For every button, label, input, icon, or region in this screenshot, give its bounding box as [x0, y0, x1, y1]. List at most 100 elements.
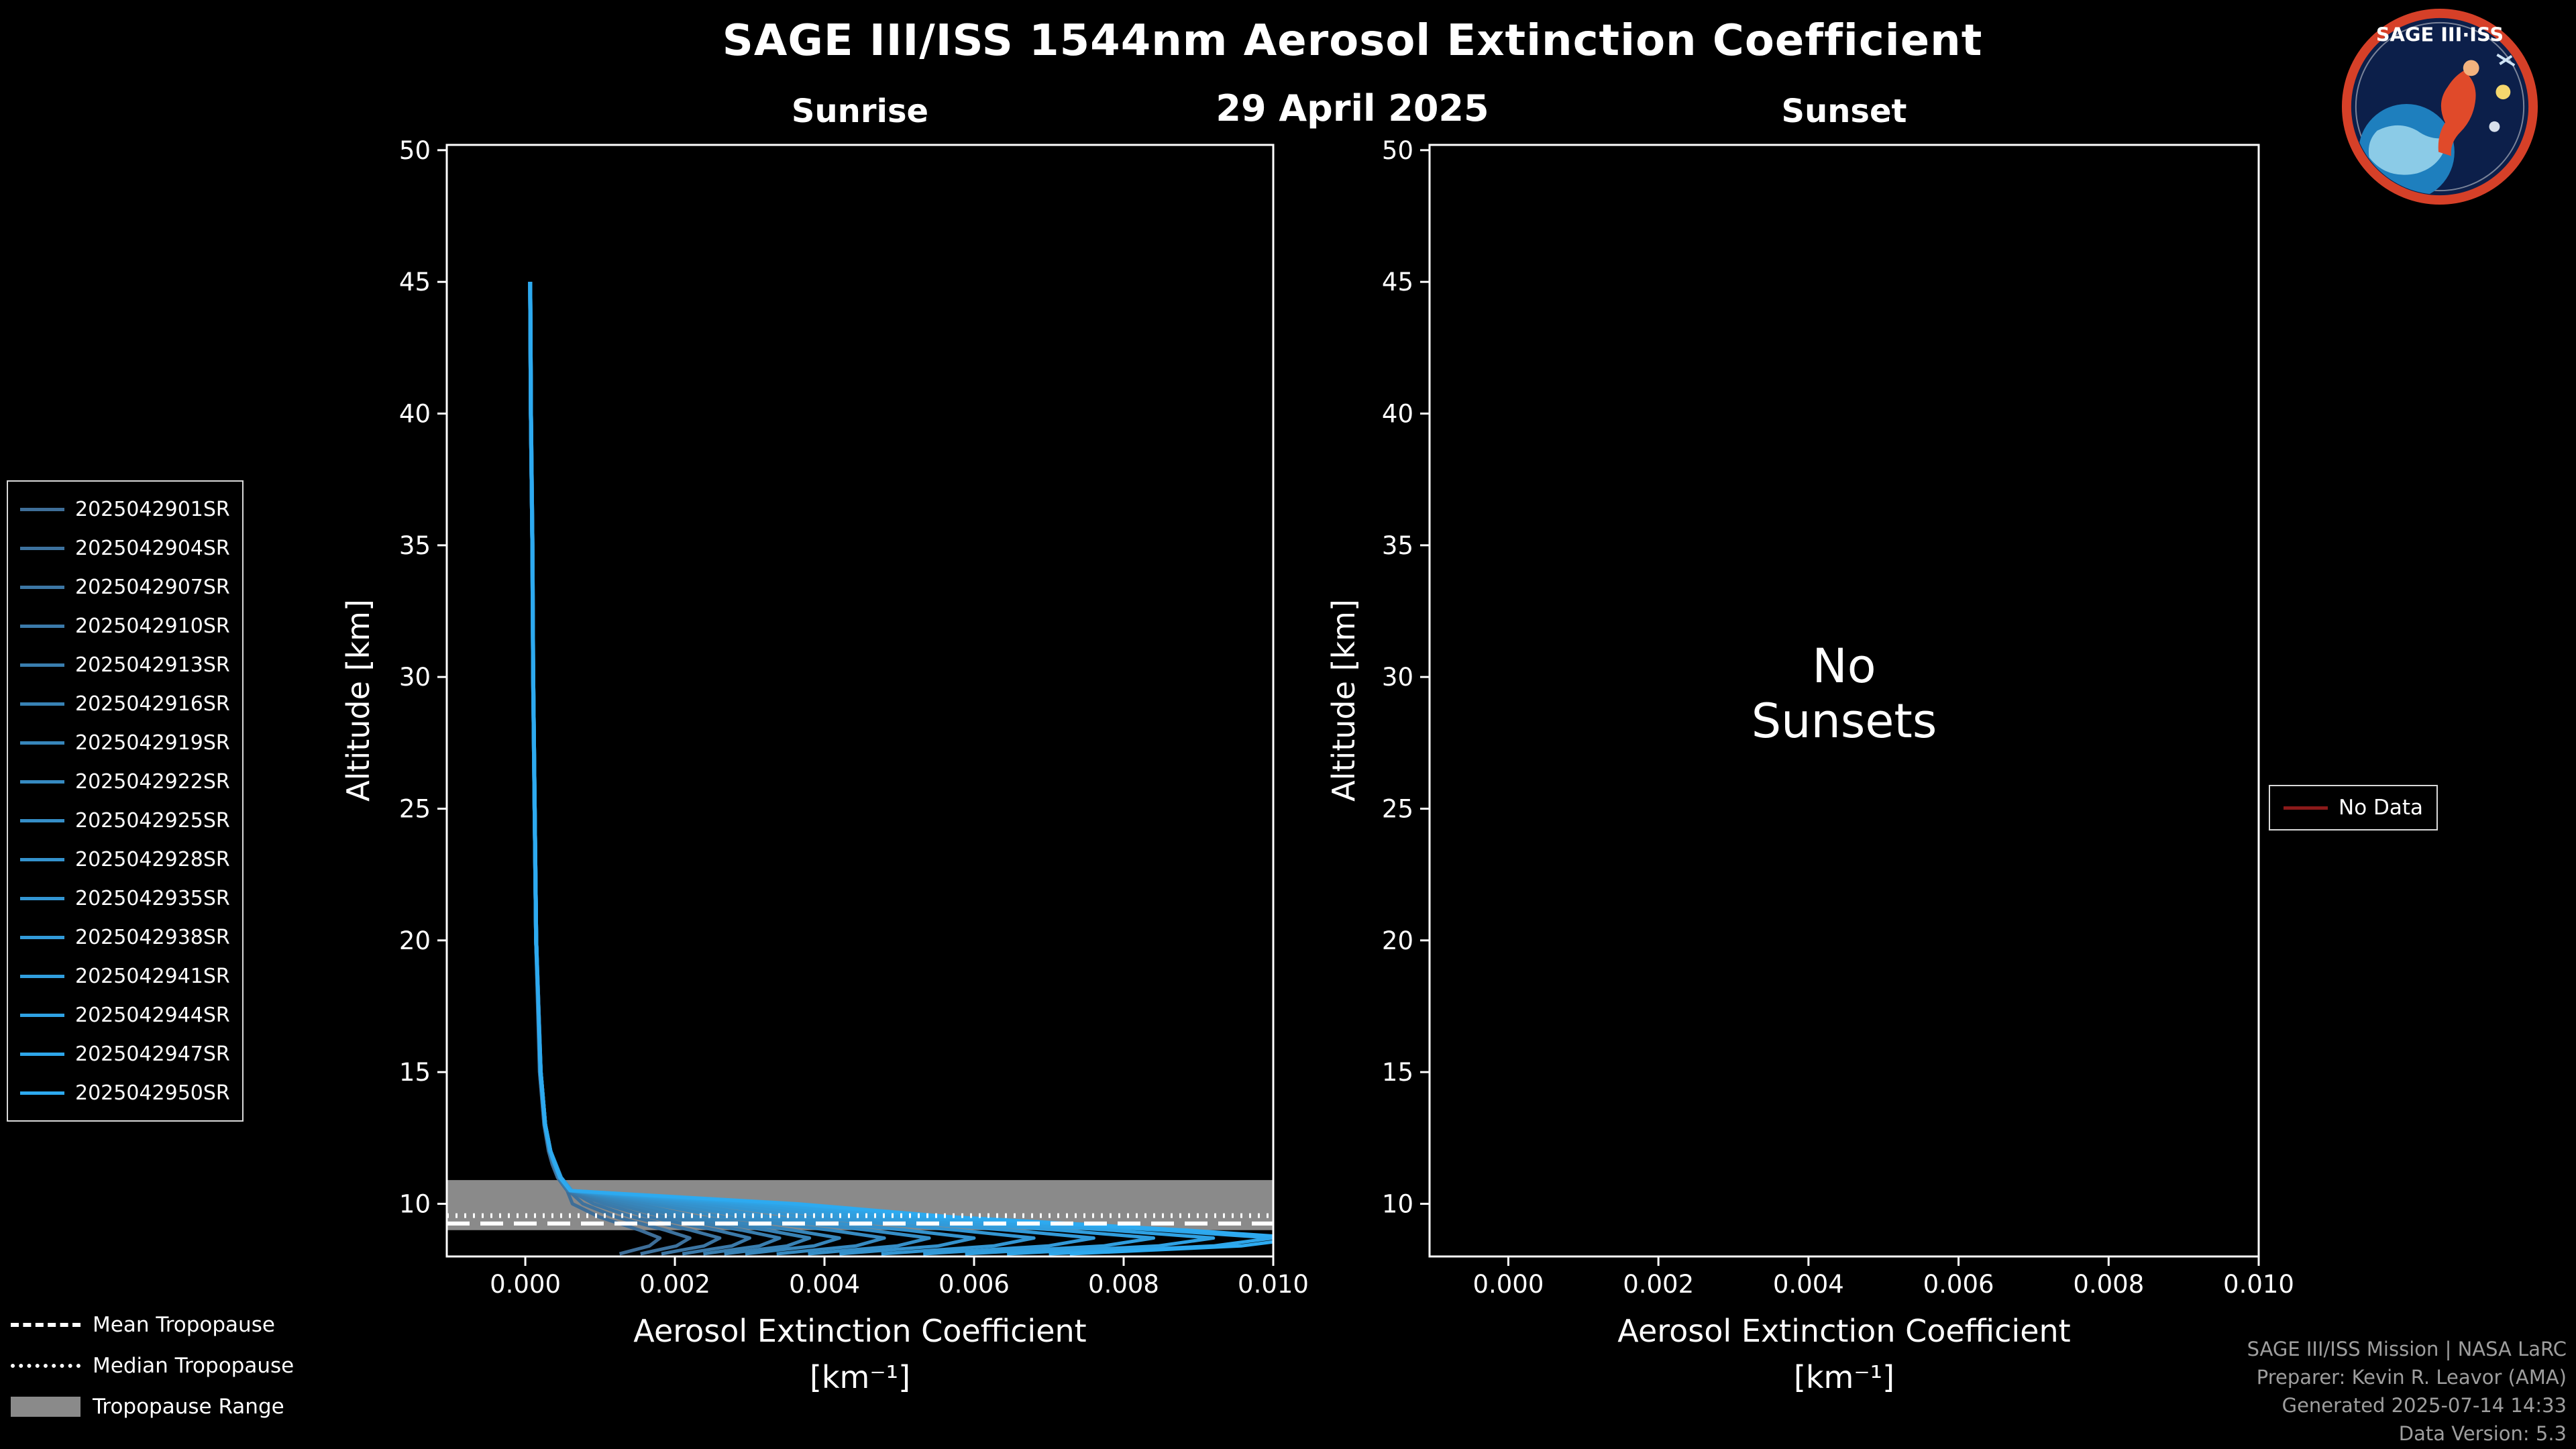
y-tick-label: 15 — [399, 1058, 431, 1087]
legend-item-2025042935SR: 2025042935SR — [20, 879, 230, 918]
x-tick-label: 0.002 — [1623, 1270, 1694, 1299]
profile-line-2025042938SR — [529, 282, 1095, 1256]
profile-line-2025042928SR — [529, 282, 976, 1256]
legend-item-2025042938SR: 2025042938SR — [20, 918, 230, 957]
y-tick-label: 25 — [399, 794, 431, 823]
legend-line-swatch — [20, 857, 64, 861]
legend-event-label: 2025042913SR — [75, 653, 230, 677]
logo-iss-icon — [2496, 53, 2516, 67]
x-axis-label-text: Aerosol Extinction Coefficient — [1617, 1313, 2071, 1349]
x-tick-label: 0.008 — [1088, 1270, 1159, 1299]
legend-event-label: 2025042938SR — [75, 925, 230, 949]
no-sunsets-annotation: No — [1812, 639, 1876, 694]
x-tick-label: 0.010 — [2223, 1270, 2294, 1299]
profile-line-2025042910SR — [529, 282, 752, 1256]
y-tick-label: 35 — [399, 531, 431, 560]
mean-tropopause-legend-item: Mean Tropopause — [11, 1304, 294, 1345]
gray-band-swatch — [11, 1396, 80, 1417]
logo-moon — [2489, 121, 2500, 132]
legend-event-label: 2025042935SR — [75, 886, 230, 910]
x-tick-label: 0.008 — [2073, 1270, 2144, 1299]
legend-line-swatch — [20, 974, 64, 978]
profile-line-2025042941SR — [528, 282, 1156, 1256]
y-tick-label: 30 — [399, 663, 431, 692]
legend-line-swatch — [20, 1013, 64, 1017]
y-axis-label-right: Altitude [km] — [1326, 599, 1362, 802]
legend-line-swatch — [20, 1091, 64, 1095]
x-axis-label-units: [km⁻¹] — [1793, 1359, 1895, 1395]
y-tick-label: 30 — [1382, 663, 1413, 692]
legend-event-label: 2025042919SR — [75, 731, 230, 755]
legend-item-2025042910SR: 2025042910SR — [20, 606, 230, 645]
legend-item-2025042919SR: 2025042919SR — [20, 723, 230, 762]
profile-line-2025042907SR — [528, 282, 722, 1256]
y-tick-label: 40 — [399, 400, 431, 429]
median-tropopause-legend-item: Median Tropopause — [11, 1345, 294, 1386]
no-data-line-swatch — [2284, 806, 2328, 810]
x-axis-label-units: [km⁻¹] — [809, 1359, 911, 1395]
y-tick-label: 45 — [399, 268, 431, 297]
mean-tropopause-label: Mean Tropopause — [93, 1312, 275, 1337]
sage-iii-iss-logo: SAGE III·ISS — [2341, 8, 2538, 205]
tropopause-range-label: Tropopause Range — [93, 1394, 284, 1419]
legend-item-2025042907SR: 2025042907SR — [20, 568, 230, 606]
logo-figure-head — [2463, 60, 2479, 76]
x-tick-label: 0.004 — [789, 1270, 860, 1299]
y-tick-label: 35 — [1382, 531, 1413, 560]
tropopause-range-legend-item: Tropopause Range — [11, 1386, 294, 1427]
legend-item-2025042913SR: 2025042913SR — [20, 645, 230, 684]
y-tick-label: 15 — [1382, 1058, 1413, 1087]
x-tick-label: 0.002 — [639, 1270, 710, 1299]
y-tick-label: 40 — [1382, 400, 1413, 429]
legend-event-label: 2025042907SR — [75, 575, 230, 599]
profile-line-2025042901SR — [528, 282, 662, 1256]
x-tick-label: 0.006 — [938, 1270, 1010, 1299]
legend-line-swatch — [20, 896, 64, 900]
profile-line-2025042919SR — [528, 282, 841, 1256]
legend-line-swatch — [20, 741, 64, 745]
x-tick-label: 0.010 — [1238, 1270, 1309, 1299]
sunrise-plot: 0.000 0.002 0.004 0.006 0.008 0.010 10 15 20 25 30… — [399, 136, 1309, 1299]
profile-line-2025042922SR — [529, 282, 886, 1256]
credit-preparer: Preparer: Kevin R. Leavor (AMA) — [2256, 1366, 2567, 1389]
y-tick-label: 10 — [399, 1189, 431, 1218]
dashed-line-swatch — [11, 1322, 80, 1327]
tropopause-legend: Mean Tropopause Median Tropopause Tropop… — [11, 1304, 294, 1427]
legend-item-2025042904SR: 2025042904SR — [20, 529, 230, 568]
legend-item-2025042941SR: 2025042941SR — [20, 957, 230, 996]
x-axis-label-right: Aerosol Extinction Coefficient [km⁻¹] — [1430, 1308, 2259, 1401]
profile-line-2025042947SR — [528, 282, 1273, 1256]
y-tick-label: 20 — [399, 926, 431, 955]
y-tick-label: 50 — [399, 136, 431, 165]
profile-line-2025042944SR — [529, 282, 1216, 1256]
y-tick-label: 20 — [1382, 926, 1413, 955]
legend-item-2025042922SR: 2025042922SR — [20, 762, 230, 801]
legend-item-2025042916SR: 2025042916SR — [20, 684, 230, 723]
logo-title-text: SAGE III·ISS — [2376, 23, 2504, 46]
sunrise-chart-svg: 0.000 0.002 0.004 0.006 0.008 0.010 10 15 20 25 30… — [399, 136, 1309, 1299]
sunset-plot: No Sunsets 0.000 0.002 0.004 0.006 0.008 0.010 1… — [1382, 136, 2294, 1299]
legend-line-swatch — [20, 546, 64, 550]
legend-line-swatch — [20, 818, 64, 822]
x-tick-label: 0.006 — [1923, 1270, 1994, 1299]
credits-block: SAGE III/ISS Mission | NASA LaRC Prepare… — [2247, 1335, 2567, 1448]
y-tick-label: 10 — [1382, 1189, 1413, 1218]
legend-item-2025042925SR: 2025042925SR — [20, 801, 230, 840]
legend-line-swatch — [20, 935, 64, 939]
profile-line-2025042913SR — [528, 282, 782, 1256]
credit-data-version: Data Version: 5.3 — [2398, 1422, 2567, 1446]
legend-item-2025042944SR: 2025042944SR — [20, 996, 230, 1034]
logo-sun — [2496, 85, 2511, 100]
legend-event-label: 2025042947SR — [75, 1042, 230, 1066]
legend-event-label: 2025042928SR — [75, 847, 230, 871]
x-axis-label-left: Aerosol Extinction Coefficient [km⁻¹] — [447, 1308, 1273, 1401]
axes-spines — [445, 144, 1275, 1258]
legend-line-swatch — [20, 663, 64, 667]
legend-line-swatch — [20, 1052, 64, 1056]
profile-line-2025042916SR — [529, 282, 812, 1256]
legend-item-2025042901SR: 2025042901SR — [20, 490, 230, 529]
legend-event-label: 2025042922SR — [75, 769, 230, 794]
x-tick-label: 0.004 — [1773, 1270, 1844, 1299]
